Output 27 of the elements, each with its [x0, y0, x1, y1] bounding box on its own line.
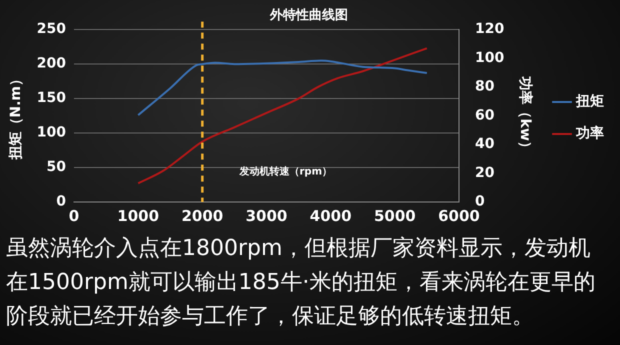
y2-tick-label: 120	[474, 21, 504, 38]
x-tick-label: 0	[68, 206, 80, 225]
x-tick-label: 4000	[310, 206, 352, 225]
x-axis-title: 发动机转速（rpm）	[238, 166, 332, 178]
x-tick-label: 1000	[117, 206, 160, 225]
y2-tick-label: 80	[474, 78, 495, 95]
y-tick-label: 0	[56, 194, 66, 210]
y-tick-label: 250	[36, 21, 66, 38]
y2-tick-label: 20	[474, 164, 495, 181]
y-tick-label: 200	[36, 56, 66, 72]
y2-tick-label: 60	[474, 107, 495, 124]
legend-label: 功率	[575, 124, 604, 142]
y2-tick-label: 100	[474, 50, 504, 66]
y-tick-label: 100	[36, 124, 66, 141]
line-series	[137, 47, 428, 184]
text: 虽然涡轮介入点在1800rpm，但根据厂家资料显示，发动机在1500rpm就可以输出185牛·米的扭矩，看来涡轮在更早的阶段就已经开始参与工作了，保证足够的低转速扭矩。	[6, 235, 596, 331]
y2-axis-title: 功率（kw）	[516, 76, 534, 155]
line-series	[137, 60, 428, 116]
y-tick-label: 50	[46, 159, 66, 176]
y2-tick-label: 40	[474, 136, 495, 152]
legend-label: 扭矩	[575, 94, 604, 110]
y-axis-title: 扭矩（N.m）	[8, 72, 24, 161]
x-tick-label: 3000	[246, 206, 288, 225]
y-tick-label: 150	[36, 90, 66, 106]
x-tick-label: 5000	[374, 206, 416, 225]
x-tick-label: 2000	[181, 206, 224, 225]
chart-title: 外特性曲线图	[269, 8, 348, 24]
